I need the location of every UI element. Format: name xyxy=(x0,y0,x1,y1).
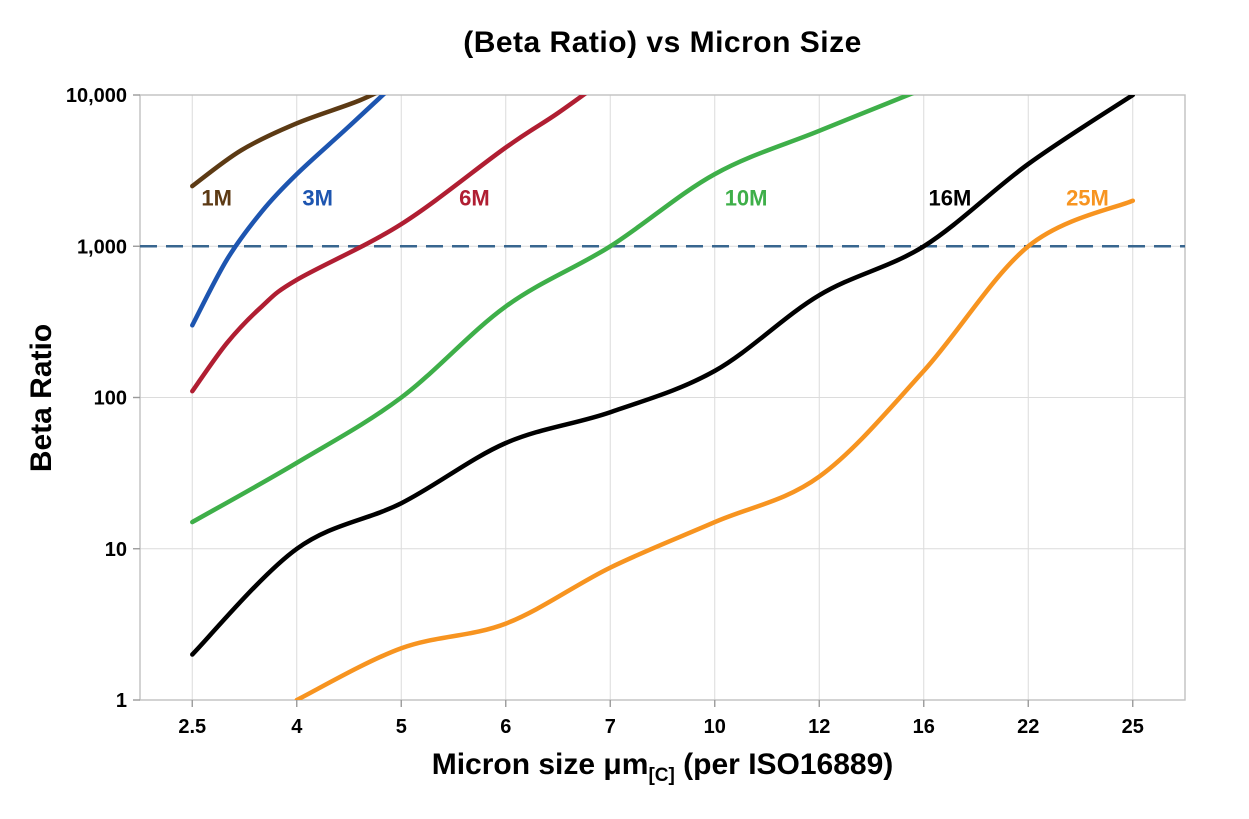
y-tick-label-1: 1 xyxy=(116,690,127,712)
x-tick-label-4: 4 xyxy=(291,716,303,738)
y-tick-label-100: 100 xyxy=(94,388,127,410)
series-line-3M xyxy=(190,95,387,328)
series-label-10M: 10M xyxy=(725,186,768,211)
y-axis-title: Beta Ratio xyxy=(25,323,58,473)
x-tick-label-10: 10 xyxy=(704,716,726,738)
y-tick-label-1,000: 1,000 xyxy=(77,236,127,258)
series-label-25M: 25M xyxy=(1066,186,1109,211)
x-tick-label-2.5: 2.5 xyxy=(178,716,206,738)
series-line-16M xyxy=(190,95,1136,657)
series-curves xyxy=(190,95,1136,700)
x-tick-label-12: 12 xyxy=(808,716,830,738)
series-line-25M xyxy=(294,198,1136,700)
series-label-1M: 1M xyxy=(201,186,232,211)
x-axis-title-main: Micron size μm xyxy=(431,748,649,781)
x-axis-title: Micron size μm[C] (per ISO16889) xyxy=(140,748,1185,787)
x-tick-label-5: 5 xyxy=(396,716,407,738)
series-line-10M xyxy=(190,95,915,525)
x-tick-label-16: 16 xyxy=(913,716,935,738)
x-tick-label-22: 22 xyxy=(1017,716,1039,738)
x-tick-label-7: 7 xyxy=(605,716,616,738)
x-axis-title-subscript: [C] xyxy=(648,765,675,786)
series-label-6M: 6M xyxy=(459,186,490,211)
chart-title: (Beta Ratio) vs Micron Size xyxy=(463,26,862,59)
tick-marks xyxy=(133,94,1134,707)
series-line-6M xyxy=(190,95,588,394)
series-line-1M xyxy=(190,95,378,189)
gridlines xyxy=(140,94,1185,701)
y-tick-label-10: 10 xyxy=(105,539,127,561)
y-tick-label-10,000: 10,000 xyxy=(66,85,127,107)
x-tick-label-6: 6 xyxy=(500,716,511,738)
series-label-3M: 3M xyxy=(302,186,333,211)
x-tick-label-25: 25 xyxy=(1122,716,1144,738)
x-axis-title-rest: (per ISO16889) xyxy=(674,748,894,781)
series-label-16M: 16M xyxy=(928,186,971,211)
